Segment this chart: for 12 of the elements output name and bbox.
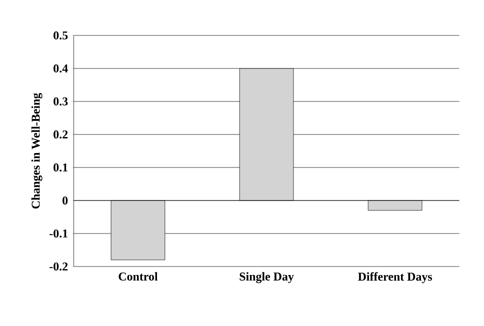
y-tick-label: -0.1 xyxy=(50,229,68,238)
y-tick-label: -0.2 xyxy=(50,262,68,271)
y-axis-title: Changes in Well-Being xyxy=(31,92,42,209)
y-tick-label: 0.4 xyxy=(54,64,68,72)
y-tick-label: 0.5 xyxy=(54,31,68,40)
y-tick-label: 0.2 xyxy=(54,130,68,139)
x-tick-label: Different Days xyxy=(358,272,432,284)
x-tick-label: Single Day xyxy=(240,272,294,284)
y-tick-label: 0.1 xyxy=(54,163,68,172)
y-tick-label: 0.3 xyxy=(54,97,68,106)
y-tick-label: 0 xyxy=(62,196,68,204)
x-tick-label: Control xyxy=(118,272,158,281)
